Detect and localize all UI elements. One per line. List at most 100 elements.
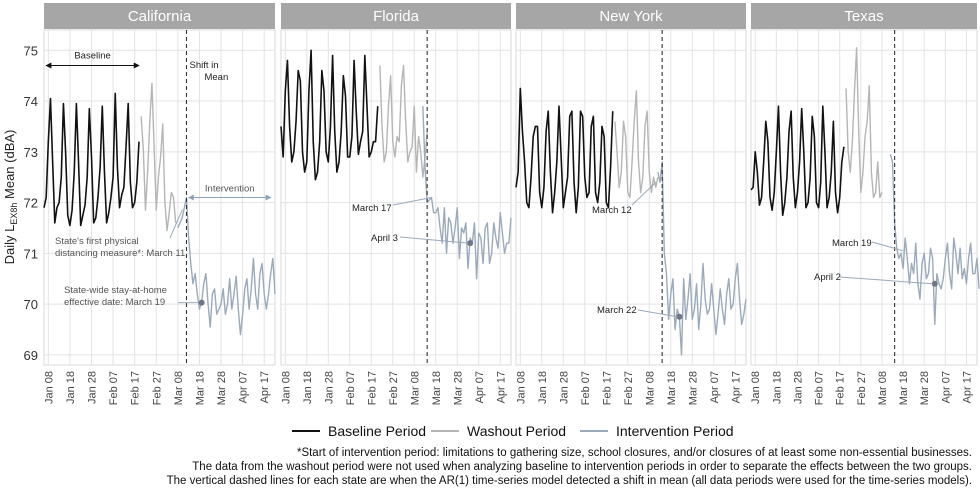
panel-new-york: New York Jan 08 Jan 18 Jan 28 Feb 07 Feb 17 Fe… — [515, 3, 747, 405]
highlight-point — [467, 240, 474, 247]
x-tick-label: Feb 07 — [108, 371, 120, 405]
x-tick-label: Mar 08 — [644, 371, 656, 405]
x-tick-label: Feb 27 — [856, 371, 868, 405]
annotation-leader — [871, 241, 904, 252]
highlight-point — [198, 299, 205, 306]
footnote-line: The vertical dashed lines for each state… — [167, 475, 972, 487]
annotation-date-label: March 17 — [352, 203, 392, 214]
annotation-leader — [392, 197, 432, 206]
panel-florida: Florida Jan 08 Jan 18 Jan 28 Feb 07 Feb 17 Feb… — [280, 3, 512, 405]
y-axis-title-suffix: Mean (dBA) — [2, 130, 17, 203]
series-line-washout — [614, 90, 659, 199]
panel-title: New York — [599, 8, 663, 25]
intervention-label: Intervention — [205, 184, 255, 195]
annotation-date-label: March 22 — [597, 305, 637, 316]
x-tick-label: Feb 27 — [623, 371, 635, 405]
footnote-line: The data from the washout period were no… — [192, 461, 972, 473]
legend-item: Intervention Period — [580, 423, 734, 439]
annotation-stay-home-line2: effective date: March 19 — [64, 297, 165, 308]
y-axis-title-subscript: EX8h — [9, 203, 19, 225]
footnotes: *Start of intervention period: limitatio… — [167, 447, 972, 487]
annotation-leader — [839, 276, 933, 285]
x-tick-label: Feb 17 — [835, 371, 847, 405]
y-axis-title-main: Daily L — [2, 225, 17, 265]
panel-strip — [281, 3, 511, 29]
y-tick-label: 73 — [24, 145, 38, 160]
y-tick-label: 74 — [24, 94, 38, 109]
x-tick-label: Feb 27 — [388, 371, 400, 405]
x-tick-label: Jan 08 — [515, 371, 527, 404]
series-line-intervention — [177, 196, 276, 336]
x-tick-label: Feb 07 — [345, 371, 357, 405]
series-line-intervention — [657, 161, 747, 356]
panel-california: California 69 70 71 72 73 74 75 Jan 08 Jan 18 Jan … — [24, 3, 276, 405]
y-tick-label: 70 — [24, 297, 38, 312]
annotation-date-label: April 2 — [814, 272, 841, 283]
x-tick-label: Mar 18 — [194, 371, 206, 405]
x-tick-label: Jan 28 — [323, 371, 335, 404]
y-tick-label: 69 — [24, 348, 38, 363]
highlight-point — [931, 280, 938, 287]
y-tick-label: 71 — [24, 246, 38, 261]
series-line-washout — [140, 82, 177, 232]
shift-label-line2: Mean — [204, 72, 228, 83]
annotation-first-measure-line2: distancing measure*: March 11 — [55, 248, 185, 259]
x-tick-label: Mar 18 — [898, 371, 910, 405]
y-axis-title: Daily LEX8h Mean (dBA) — [2, 130, 19, 265]
panel-title: Florida — [373, 8, 420, 25]
x-tick-label: Jan 08 — [43, 371, 55, 404]
series-line-baseline — [280, 49, 379, 181]
x-tick-label: Jan 08 — [280, 371, 292, 404]
series-line-washout — [379, 64, 428, 178]
x-tick-label: Jan 28 — [792, 371, 804, 404]
panel-strip — [516, 3, 746, 29]
x-tick-label: Jan 18 — [537, 371, 549, 404]
y-tick-label: 75 — [24, 43, 38, 58]
panel-strip — [751, 3, 977, 29]
series-line-intervention — [422, 106, 512, 280]
panel-strip — [44, 3, 275, 29]
legend-item: Washout Period — [431, 423, 566, 439]
x-tick-label: Mar 18 — [431, 371, 443, 405]
series-line-baseline — [515, 87, 614, 214]
x-tick-label: Mar 28 — [452, 371, 464, 405]
y-tick-label: 72 — [24, 196, 38, 211]
baseline-label: Baseline — [74, 51, 110, 62]
x-tick-label: Apr 17 — [961, 371, 973, 403]
x-tick-label: Mar 28 — [919, 371, 931, 405]
x-tick-label: Feb 07 — [580, 371, 592, 405]
annotation-date-label: March 19 — [832, 238, 872, 249]
x-tick-label: Apr 07 — [238, 371, 250, 403]
legend: Baseline Period Washout Period Interventio… — [292, 423, 734, 439]
x-tick-label: Apr 17 — [495, 371, 507, 403]
legend-label: Baseline Period — [328, 423, 426, 439]
annotation-stay-home-line1: State-wide stay-at-home — [64, 285, 167, 296]
series-line-washout — [845, 47, 883, 199]
shift-label-line1: Shift in — [189, 60, 218, 71]
x-tick-label: Apr 07 — [709, 371, 721, 403]
annotation-leader — [631, 181, 657, 206]
footnote-line: *Start of intervention period: limitatio… — [297, 447, 972, 459]
x-tick-label: Jan 18 — [65, 371, 77, 404]
x-tick-label: Feb 07 — [814, 371, 826, 405]
panel-texas: Texas Jan 08 Jan 18 Jan 28 Feb 07 Feb 17 Feb 2… — [750, 3, 980, 405]
x-tick-label: Jan 28 — [86, 371, 98, 404]
series-line-baseline — [750, 105, 845, 217]
annotation-date-label: April 3 — [371, 233, 398, 244]
annotation-leader — [637, 309, 678, 318]
x-tick-label: Jan 18 — [771, 371, 783, 404]
annotation-leader — [169, 209, 183, 239]
x-tick-label: Apr 07 — [474, 371, 486, 403]
legend-label: Intervention Period — [616, 423, 734, 439]
x-tick-label: Mar 28 — [216, 371, 228, 405]
legend-label: Washout Period — [467, 423, 566, 439]
x-tick-label: Mar 08 — [409, 371, 421, 405]
panel-title: Texas — [844, 8, 883, 25]
annotation-first-measure-line1: State's first physical — [55, 236, 139, 247]
x-tick-label: Mar 08 — [173, 371, 185, 405]
series-line-intervention — [889, 154, 980, 326]
panel-plot-area — [750, 29, 978, 366]
x-tick-label: Feb 17 — [366, 371, 378, 405]
panel-title: California — [128, 8, 192, 25]
